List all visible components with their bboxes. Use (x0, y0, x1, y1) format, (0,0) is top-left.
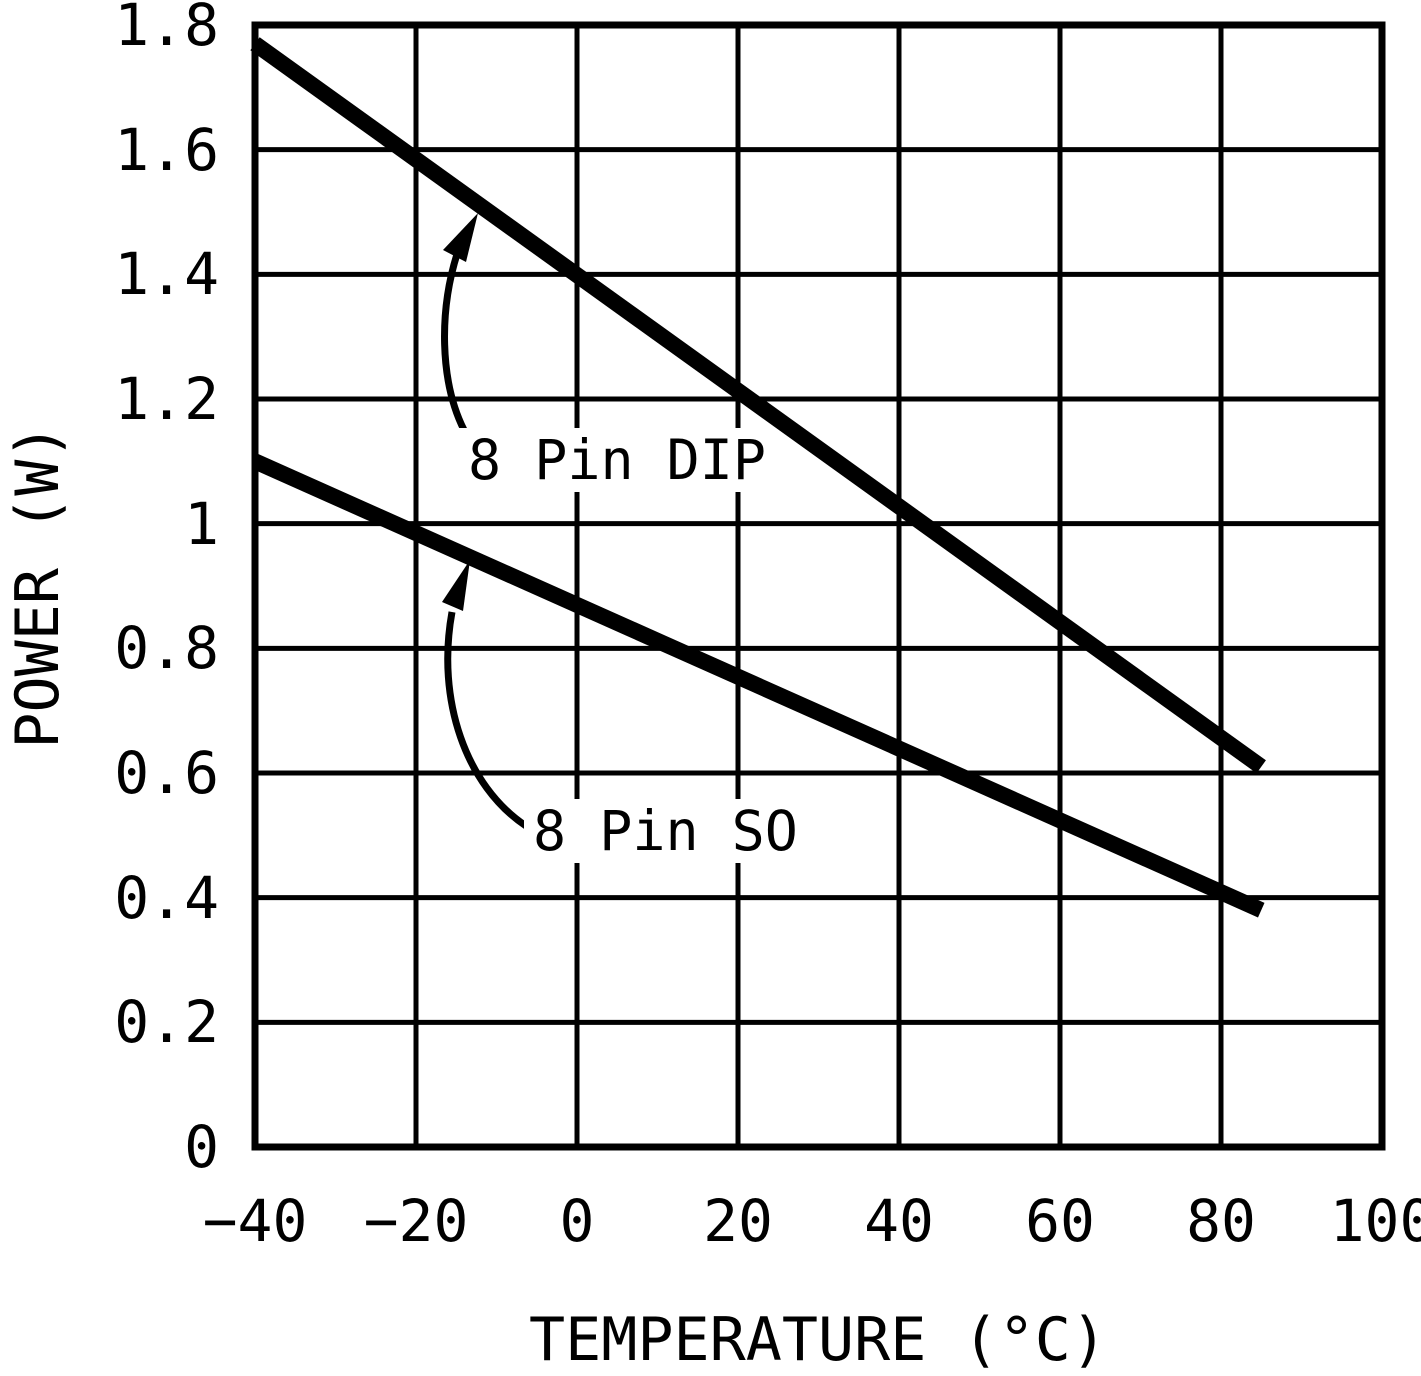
x-axis-title: TEMPERATURE (°C) (529, 1305, 1107, 1375)
x-tick-label: 100 (1329, 1187, 1421, 1255)
annotation-arrow-8-pin-dip-head (443, 213, 478, 262)
annotation-label-8-pin-so: 8 Pin SO (524, 799, 807, 863)
x-tick-label: −40 (202, 1187, 308, 1255)
x-tick-label: 20 (703, 1187, 773, 1255)
series-line-8-pin-so (251, 454, 1265, 918)
y-tick-label: 1 (184, 489, 219, 558)
annotation-arrow-8-pin-so (444, 611, 528, 829)
y-tick-label: 0.8 (114, 614, 219, 683)
y-tick-label: 0.2 (114, 988, 219, 1057)
plot-border (251, 21, 1386, 1151)
y-axis-title: POWER (W) (3, 423, 73, 749)
annotation-arrow-8-pin-so-head (442, 560, 470, 611)
x-tick-label: 40 (864, 1187, 934, 1255)
x-tick-label: −20 (363, 1187, 469, 1255)
y-tick-label: 1.2 (114, 365, 219, 433)
y-tick-label: 0.4 (114, 863, 219, 932)
x-tick-label: 80 (1186, 1187, 1256, 1255)
y-tick-label: 1.6 (114, 115, 219, 184)
series-line-8-pin-dip (250, 37, 1266, 774)
y-tick-label: 1.4 (114, 240, 219, 309)
x-tick-label: 0 (559, 1187, 595, 1255)
y-tick-label: 0.6 (114, 739, 219, 807)
annotation-arrow-8-pin-dip (441, 246, 468, 432)
annotation-label-8-pin-dip: 8 Pin DIP (459, 428, 776, 492)
x-tick-label: 60 (1025, 1187, 1095, 1255)
y-tick-label: 0 (184, 1113, 219, 1181)
y-tick-label: 1.8 (114, 0, 219, 59)
